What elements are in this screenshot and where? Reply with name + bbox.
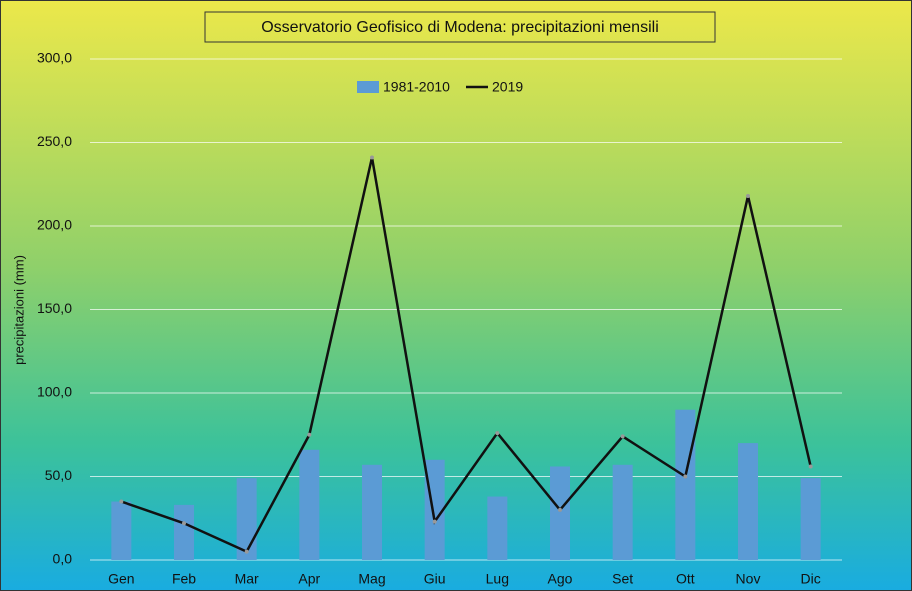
point — [244, 549, 249, 554]
y-tick-label: 300,0 — [37, 50, 72, 66]
legend-label: 1981-2010 — [383, 79, 450, 95]
y-tick-label: 250,0 — [37, 133, 72, 149]
y-axis-label: precipitazioni (mm) — [11, 255, 26, 365]
x-tick-label: Set — [612, 571, 633, 587]
bar — [738, 443, 758, 560]
bar — [299, 449, 320, 560]
bar — [424, 459, 445, 560]
chart-title: Osservatorio Geofisico di Modena: precip… — [261, 19, 659, 36]
legend-label: 2019 — [492, 79, 523, 95]
x-tick-label: Gen — [108, 571, 134, 587]
y-tick-label: 100,0 — [37, 384, 72, 400]
bar — [612, 464, 633, 560]
bar — [236, 478, 257, 560]
bar — [800, 478, 821, 560]
x-tick-label: Nov — [736, 571, 761, 587]
x-tick-label: Apr — [298, 571, 320, 587]
point — [370, 155, 374, 160]
point — [119, 499, 124, 504]
y-tick-label: 50,0 — [45, 467, 72, 483]
bar — [362, 464, 382, 560]
bar — [550, 466, 570, 560]
point — [808, 464, 813, 469]
point — [432, 519, 437, 524]
bar — [174, 504, 194, 560]
x-tick-label: Dic — [801, 571, 821, 587]
bar — [675, 409, 696, 560]
line — [120, 157, 812, 554]
point — [620, 434, 625, 439]
y-tick-label: 200,0 — [37, 217, 72, 233]
x-tick-label: Mag — [358, 571, 385, 587]
x-tick-label: Ott — [676, 571, 695, 587]
x-tick-label: Ago — [548, 571, 573, 587]
point — [495, 431, 500, 436]
x-tick-label: Mar — [235, 571, 259, 587]
title-box — [204, 11, 716, 43]
bar — [487, 496, 508, 560]
point — [746, 193, 750, 198]
x-tick-label: Feb — [172, 571, 196, 587]
legend-swatch — [357, 81, 379, 93]
point — [558, 507, 562, 512]
point — [683, 474, 688, 479]
point — [182, 521, 186, 526]
x-tick-label: Giu — [424, 571, 446, 587]
bar — [111, 501, 132, 560]
y-tick-label: 0,0 — [53, 551, 73, 567]
x-tick-label: Lug — [486, 571, 509, 587]
point — [307, 432, 312, 437]
y-tick-label: 150,0 — [37, 300, 72, 316]
